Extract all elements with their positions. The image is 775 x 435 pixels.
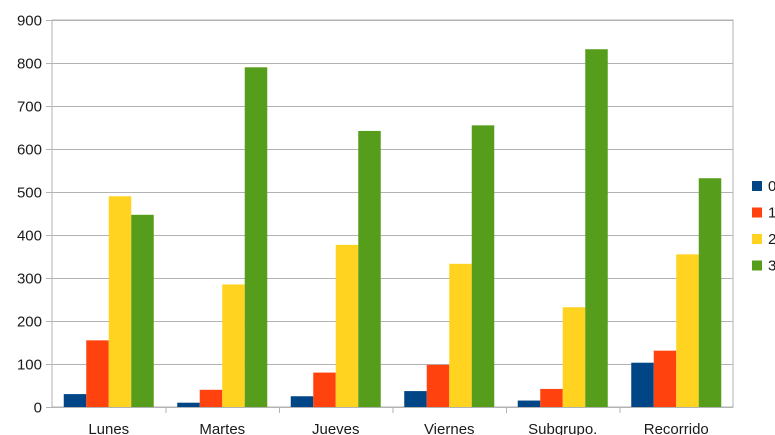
bar-3-lunes (131, 214, 154, 407)
bar-1-recorrido (653, 350, 677, 407)
bar-3-subgrupo (585, 49, 608, 408)
legend-label: 1 (768, 205, 775, 222)
bar-1-jueves (313, 372, 336, 407)
y-tick-label: 500 (17, 185, 42, 202)
bar-1-viernes (426, 364, 450, 407)
bar-2-viernes (449, 263, 472, 407)
bar-3-martes (244, 67, 268, 408)
legend-label: 0 (768, 178, 775, 195)
bar-2-recorrido (676, 254, 699, 407)
x-tick-label: Martes (199, 421, 245, 435)
plot-area (51, 19, 734, 408)
bar-0-martes (177, 402, 200, 407)
bar-3-recorrido (698, 178, 722, 407)
y-tick-label: 200 (17, 314, 42, 331)
y-tick-label: 600 (17, 142, 42, 159)
x-axis: Lunes Martes Jueves Viernes Subgrupo. Recorri… (52, 407, 733, 435)
bar-2-martes (222, 284, 245, 407)
bar-0-subgrupo (517, 400, 541, 407)
bar-2-jueves (335, 244, 359, 407)
x-tick-label: Subgrupo. (528, 421, 597, 435)
x-tick-label: Recorrido (644, 421, 709, 435)
bar-2-subgrupo (562, 307, 586, 407)
y-tick-label: 800 (17, 56, 42, 73)
bar-0-lunes (63, 394, 87, 407)
x-tick-label: Jueves (312, 421, 360, 435)
x-tick-label: Viernes (424, 421, 475, 435)
bar-2-lunes (108, 196, 132, 407)
y-tick-label: 300 (17, 271, 42, 288)
legend-label: 2 (768, 231, 775, 248)
legend-swatch (752, 181, 762, 191)
bar-1-lunes (86, 340, 109, 407)
bar-0-recorrido (631, 362, 654, 407)
bar-3-jueves (358, 130, 381, 407)
y-tick-label: 100 (17, 357, 42, 374)
legend-swatch (752, 207, 762, 218)
gridlines (52, 20, 733, 408)
y-tick-label: 700 (17, 99, 42, 116)
legend-label: 3 (768, 258, 775, 275)
y-tick-label: 400 (17, 228, 42, 245)
bar-0-jueves (290, 396, 314, 407)
bars (63, 49, 722, 408)
legend: 0 1 2 3 (752, 178, 775, 275)
bar-0-viernes (404, 391, 427, 407)
bar-3-viernes (471, 125, 495, 407)
legend-swatch (752, 260, 762, 271)
bar-1-martes (199, 389, 223, 407)
y-tick-label: 900 (17, 13, 42, 30)
y-tick-label: 0 (34, 400, 42, 417)
legend-swatch (752, 234, 762, 244)
x-tick-label: Lunes (88, 421, 129, 435)
y-axis: 0 100 200 300 400 500 600 700 800 900 (17, 13, 52, 417)
bar-1-subgrupo (540, 388, 563, 407)
